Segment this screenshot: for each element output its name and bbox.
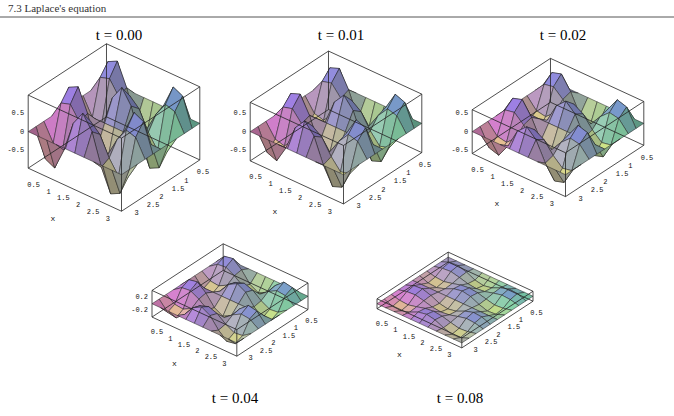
svg-text:2.5: 2.5 — [531, 193, 544, 201]
svg-text:1.5: 1.5 — [501, 180, 514, 188]
svg-text:x: x — [272, 207, 277, 216]
svg-text:3: 3 — [249, 354, 253, 362]
svg-text:0.5: 0.5 — [27, 181, 40, 189]
svg-text:2.5: 2.5 — [147, 201, 160, 209]
svg-text:2.5: 2.5 — [369, 194, 382, 202]
svg-text:2.5: 2.5 — [309, 201, 322, 209]
svg-text:-0.5: -0.5 — [229, 146, 246, 154]
svg-text:1: 1 — [184, 177, 188, 185]
svg-text:t = 0.01: t = 0.01 — [318, 27, 364, 43]
svg-text:0.5: 0.5 — [641, 154, 654, 162]
svg-text:0.5: 0.5 — [530, 309, 543, 317]
svg-text:2.5: 2.5 — [591, 186, 604, 194]
svg-text:2: 2 — [159, 193, 163, 201]
svg-text:0.5: 0.5 — [376, 320, 389, 328]
svg-text:t = 0.00: t = 0.00 — [96, 27, 142, 43]
svg-text:t = 0.04: t = 0.04 — [212, 390, 259, 406]
svg-text:x: x — [50, 214, 55, 223]
svg-text:2: 2 — [496, 330, 501, 339]
svg-text:1: 1 — [406, 169, 410, 177]
svg-text:-0.5: -0.5 — [451, 146, 468, 154]
svg-text:x: x — [172, 359, 177, 368]
svg-text:1.5: 1.5 — [616, 170, 629, 178]
svg-text:-0.2: -0.2 — [131, 306, 148, 314]
svg-text:2.5: 2.5 — [260, 347, 273, 355]
svg-text:1.5: 1.5 — [508, 323, 521, 331]
svg-text:3: 3 — [578, 195, 582, 203]
svg-text:2: 2 — [603, 178, 607, 186]
svg-text:3: 3 — [474, 346, 478, 354]
svg-text:2: 2 — [76, 201, 80, 209]
svg-text:3: 3 — [447, 351, 451, 359]
svg-text:0: 0 — [20, 128, 24, 136]
svg-text:0.2: 0.2 — [135, 293, 148, 301]
svg-text:3: 3 — [328, 208, 332, 216]
svg-text:0.5: 0.5 — [419, 161, 432, 169]
svg-text:1: 1 — [393, 326, 397, 334]
svg-text:0.5: 0.5 — [12, 109, 25, 117]
svg-text:7.3 Laplace's equation: 7.3 Laplace's equation — [8, 2, 107, 14]
svg-text:1.5: 1.5 — [279, 187, 292, 195]
svg-text:-0.5: -0.5 — [7, 146, 24, 154]
svg-text:2: 2 — [520, 187, 524, 195]
svg-text:3: 3 — [106, 215, 110, 223]
svg-text:3: 3 — [222, 360, 226, 368]
svg-text:1: 1 — [268, 180, 272, 188]
svg-text:3: 3 — [356, 202, 360, 210]
svg-text:x: x — [494, 199, 499, 208]
svg-text:1: 1 — [168, 335, 172, 343]
svg-text:1: 1 — [518, 316, 523, 324]
svg-text:1.5: 1.5 — [172, 185, 185, 193]
svg-text:0.5: 0.5 — [249, 173, 262, 181]
svg-text:2.5: 2.5 — [205, 353, 218, 361]
svg-text:2: 2 — [420, 339, 424, 347]
svg-text:1.5: 1.5 — [403, 333, 416, 341]
svg-text:0: 0 — [464, 128, 468, 136]
svg-text:0.5: 0.5 — [456, 109, 469, 117]
svg-text:0.5: 0.5 — [197, 168, 210, 176]
svg-text:2: 2 — [195, 347, 199, 355]
svg-text:1.5: 1.5 — [394, 177, 407, 185]
svg-text:0.5: 0.5 — [151, 328, 164, 336]
svg-text:2: 2 — [298, 194, 302, 202]
svg-text:x: x — [397, 350, 402, 359]
svg-text:1.5: 1.5 — [283, 332, 296, 340]
svg-text:t = 0.08: t = 0.08 — [437, 390, 483, 406]
svg-text:1: 1 — [490, 173, 494, 181]
svg-text:0: 0 — [242, 128, 246, 136]
svg-text:1: 1 — [46, 188, 50, 196]
svg-text:3: 3 — [550, 200, 554, 208]
svg-text:1: 1 — [628, 162, 632, 170]
svg-text:2: 2 — [381, 186, 385, 194]
svg-text:1.5: 1.5 — [178, 341, 191, 349]
svg-text:2.5: 2.5 — [87, 208, 100, 216]
svg-text:2.5: 2.5 — [485, 338, 498, 346]
svg-text:1.5: 1.5 — [57, 194, 70, 202]
svg-text:3: 3 — [134, 209, 138, 217]
svg-text:2.5: 2.5 — [430, 345, 443, 353]
svg-text:0.5: 0.5 — [305, 317, 318, 325]
svg-text:0.5: 0.5 — [471, 166, 484, 174]
svg-text:0.5: 0.5 — [234, 109, 247, 117]
svg-text:1: 1 — [293, 324, 298, 333]
svg-text:2: 2 — [271, 339, 276, 348]
svg-text:t = 0.02: t = 0.02 — [540, 27, 586, 43]
